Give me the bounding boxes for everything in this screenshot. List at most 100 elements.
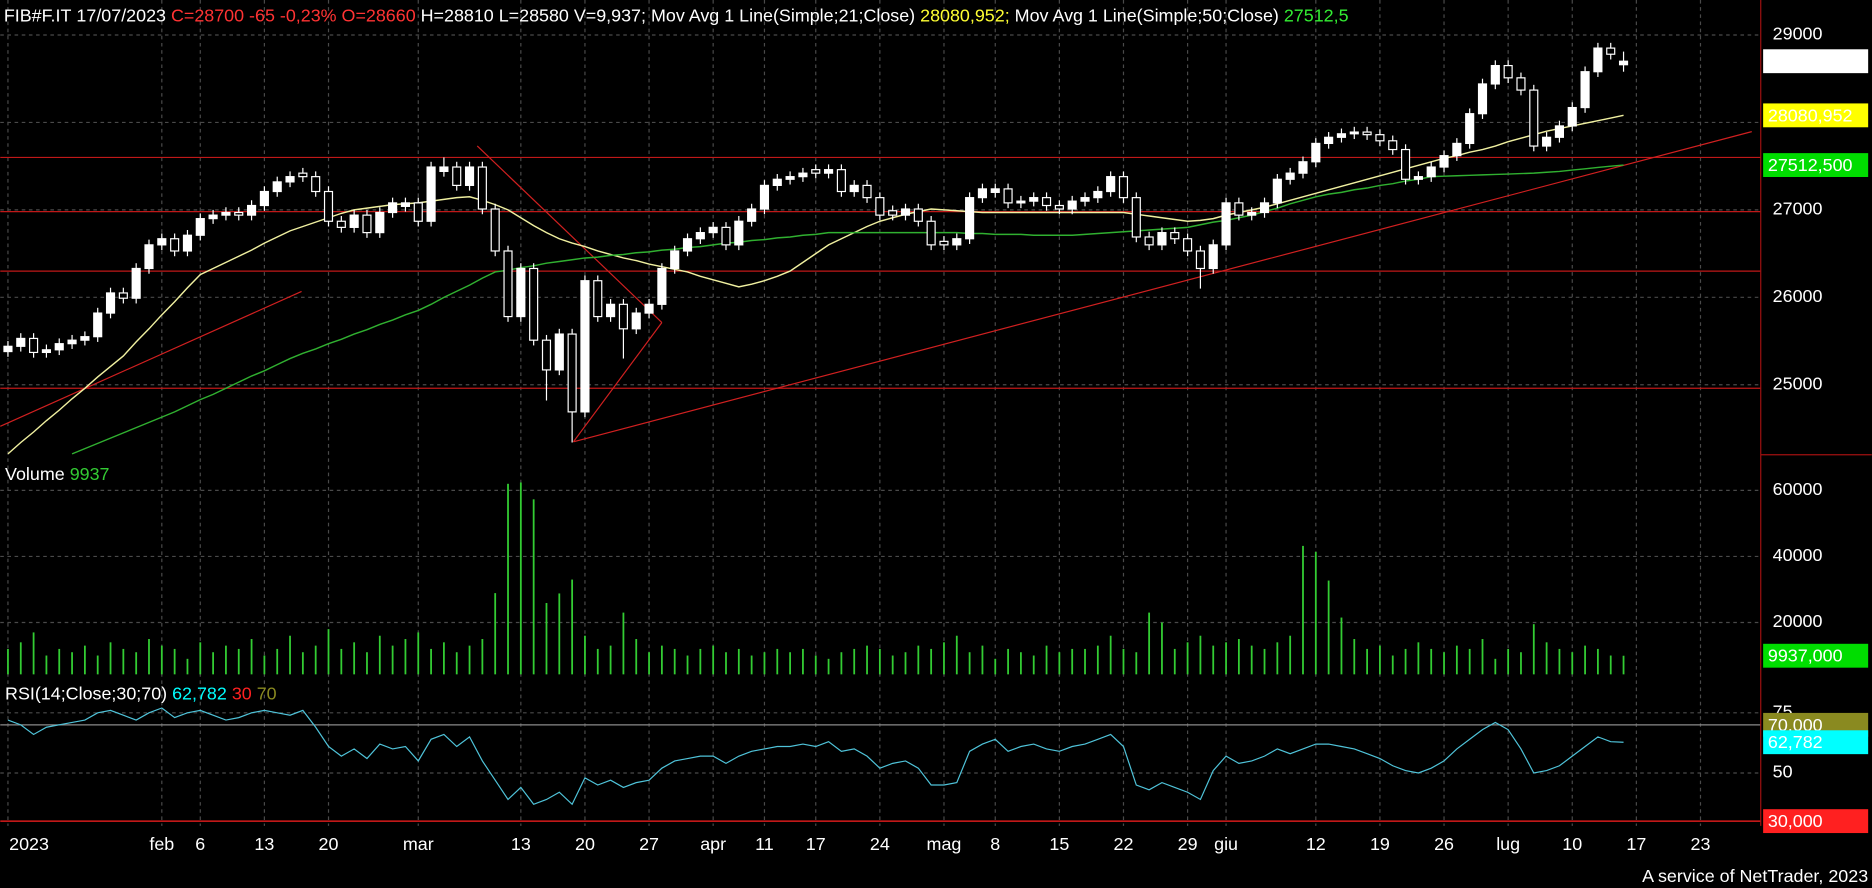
volume-bar	[1353, 639, 1356, 675]
rsi-value: 62,782	[172, 683, 227, 703]
volume-bar	[699, 648, 702, 675]
volume-bar	[122, 648, 125, 675]
candle-body	[464, 166, 475, 186]
rsi-name: RSI(14;Close;30;70)	[5, 683, 167, 703]
volume-bar	[212, 652, 215, 675]
volume-value-box-bg	[1763, 643, 1869, 668]
volume-bar	[250, 639, 253, 675]
candle-body	[1131, 197, 1141, 238]
candle-body	[644, 303, 654, 314]
volume-bar	[968, 652, 971, 675]
x-tick-label: 17	[806, 834, 826, 854]
candle-body	[157, 238, 167, 246]
volume-bar	[686, 655, 689, 675]
candle-body	[413, 202, 423, 222]
volume-bar	[96, 655, 99, 675]
volume-bar	[596, 648, 599, 675]
volume-bar	[904, 652, 907, 675]
volume-bar	[1276, 642, 1279, 675]
candle-body	[541, 339, 552, 371]
volume-bar	[1327, 580, 1330, 675]
volume-bar	[468, 645, 471, 675]
candle-body	[1067, 200, 1077, 210]
candle-body	[131, 267, 141, 299]
volume-bar	[519, 482, 522, 675]
marks	[0, 42, 1761, 822]
volume-bar	[609, 645, 612, 675]
volume-bar	[1571, 652, 1574, 675]
y-tick-label: 40000	[1773, 545, 1823, 565]
candle-body	[554, 333, 564, 371]
rsi-level-box: 30,000	[1768, 811, 1823, 831]
volume-bar	[1597, 648, 1599, 675]
candle-body	[80, 336, 90, 341]
candle-body	[593, 280, 603, 318]
volume-bar	[1481, 639, 1484, 675]
volume-bar	[981, 645, 984, 675]
volume-bar	[930, 648, 933, 675]
candle-body	[1183, 238, 1193, 252]
candle-body	[452, 166, 462, 186]
candle-body	[259, 190, 269, 207]
volume-bar	[1212, 645, 1215, 675]
volume-bar	[186, 658, 189, 675]
candle-body	[1003, 188, 1013, 204]
x-tick-label: 26	[1434, 834, 1454, 854]
ma-value-box: 27512,500	[1768, 155, 1853, 175]
last-price-box: 28700	[1768, 51, 1818, 71]
candle-body	[144, 244, 154, 270]
candle-body	[1144, 236, 1154, 246]
candle-body	[195, 218, 205, 236]
candle-body	[1272, 178, 1282, 204]
candle-body	[1041, 197, 1052, 207]
candle-body	[426, 166, 436, 222]
candle-body	[388, 202, 398, 214]
volume-bar	[7, 648, 9, 675]
candle-body	[1336, 133, 1347, 138]
volume-bar	[1135, 652, 1138, 675]
candle-body	[1349, 131, 1359, 135]
candle-body	[1195, 250, 1205, 270]
rsi-legend: RSI(14;Close;30;70) 62,782 30 70	[5, 683, 277, 703]
volume-bar	[1084, 648, 1086, 675]
x-tick-label: 27	[639, 834, 659, 854]
volume-bar	[776, 648, 779, 675]
x-tick-label: 20	[575, 834, 595, 854]
candle-body	[105, 292, 116, 314]
ma-value-box: 28080,952	[1768, 105, 1853, 125]
volume-bar	[455, 652, 458, 675]
volume-bar	[1058, 652, 1061, 675]
candle-body	[1324, 136, 1334, 145]
candle-body	[234, 211, 244, 216]
volume-bar	[891, 655, 894, 675]
volume-bar	[814, 655, 817, 675]
candle-body	[1567, 106, 1577, 127]
volume-bar	[58, 648, 61, 675]
volume-bar	[1263, 648, 1266, 675]
candle-body	[580, 280, 590, 413]
volume-bar	[1417, 642, 1420, 675]
candle-body	[400, 202, 411, 207]
volume-bar	[276, 648, 279, 675]
candle-body	[965, 197, 975, 240]
candle-body	[272, 181, 282, 193]
volume-bar	[1302, 545, 1304, 675]
volume-bar	[1494, 658, 1497, 675]
volume-name: Volume	[5, 464, 65, 484]
candle-body	[1593, 47, 1603, 73]
candle-body	[849, 184, 859, 193]
moving-average-line	[71, 164, 1624, 455]
volume-bar	[1468, 648, 1471, 675]
candle-body	[362, 214, 372, 234]
candle-body	[529, 267, 539, 341]
trend-line	[0, 290, 302, 427]
volume-bar	[1020, 652, 1022, 675]
volume-bar	[160, 645, 163, 675]
candle-body	[1516, 77, 1526, 91]
footer: A service of NetTrader, 2023	[1642, 866, 1868, 886]
volume-bar	[135, 652, 138, 675]
volume-bar	[366, 652, 368, 675]
y-tick-label: 26000	[1773, 286, 1823, 306]
volume-bar	[725, 652, 727, 675]
candle-body	[67, 339, 77, 345]
